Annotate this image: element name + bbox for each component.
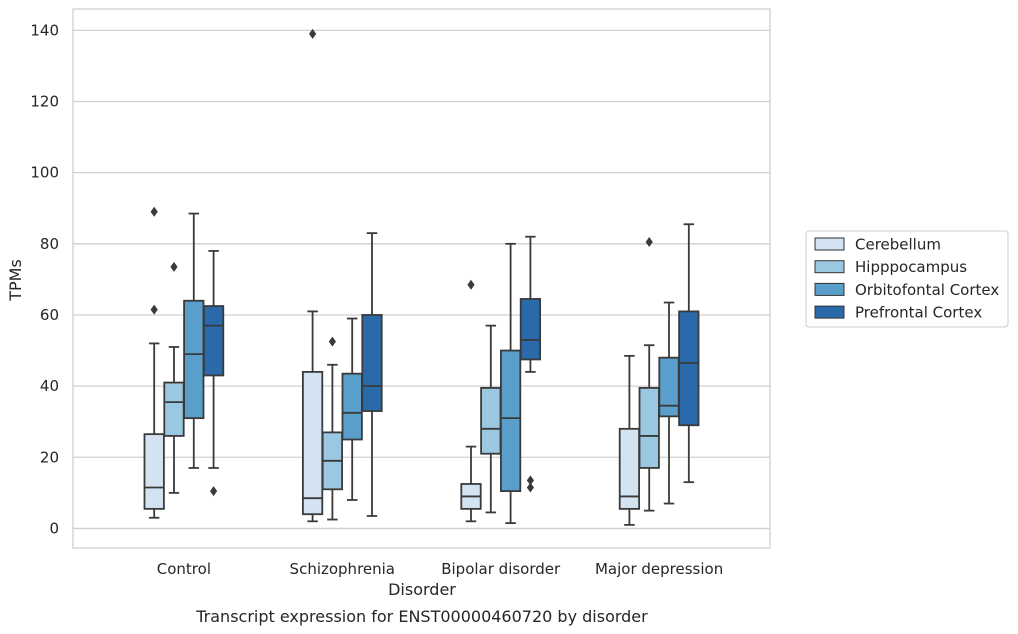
box-iqr	[341, 372, 363, 441]
box-orbitofontal-cortex-schizophrenia	[341, 317, 363, 501]
legend-swatch-cerebellum	[814, 237, 845, 251]
box-iqr	[202, 305, 225, 377]
box-iqr	[519, 298, 542, 361]
outlier-point	[645, 237, 653, 248]
box-hipppocampus-control	[163, 261, 185, 494]
y-tick-label: 100	[30, 164, 59, 182]
box-iqr	[678, 310, 700, 427]
x-tick-label: Control	[157, 560, 211, 578]
box-hipppocampus-schizophrenia	[321, 336, 343, 521]
legend-swatch-prefrontal-cortex	[814, 305, 845, 319]
box-cerebellum-bipolar-disorder	[460, 279, 482, 523]
outlier-point	[328, 336, 336, 347]
y-tick-label: 60	[40, 306, 59, 324]
box-prefrontal-cortex-control	[202, 250, 225, 497]
outlier-point	[526, 475, 535, 486]
legend-label-cerebellum: Cerebellum	[855, 236, 941, 254]
y-tick-label: 0	[49, 519, 59, 537]
box-hipppocampus-bipolar-disorder	[480, 324, 502, 514]
y-tick-label: 40	[40, 377, 59, 395]
y-tick-label: 120	[30, 93, 59, 111]
box-iqr	[638, 387, 660, 469]
x-tick-label: Bipolar disorder	[441, 560, 561, 578]
legend-label-hipppocampus: Hipppocampus	[855, 258, 967, 276]
outlier-point	[526, 482, 535, 493]
y-tick-labels: 0 20 40 60 80 100 120 140	[30, 21, 59, 537]
box-hipppocampus-major-depression	[638, 237, 660, 512]
box-cerebellum-control	[143, 206, 165, 519]
box-iqr	[301, 370, 324, 516]
box-iqr	[143, 433, 165, 510]
outlier-point	[170, 261, 178, 272]
outlier-point	[150, 206, 158, 217]
legend-swatch-hipppocampus	[814, 260, 845, 274]
box-iqr	[183, 299, 205, 420]
x-tick-labels: Control Schizophrenia Bipolar disorder Majo…	[157, 560, 723, 578]
legend-frame	[805, 230, 1009, 328]
boxes	[143, 28, 700, 526]
box-iqr	[163, 381, 185, 437]
legend-label-orbitofontal-cortex: Orbitofontal Cortex	[855, 281, 999, 299]
box-orbitofontal-cortex-control	[183, 212, 205, 469]
legend-label-prefrontal-cortex: Prefrontal Cortex	[855, 304, 982, 322]
outlier-point	[308, 28, 317, 39]
x-tick-label: Schizophrenia	[290, 560, 395, 578]
x-axis-title: Disorder	[388, 580, 456, 599]
legend: Cerebellum Hipppocampus Orbitofontal Corte…	[805, 230, 1009, 328]
figure-caption: Transcript expression for ENST0000046072…	[195, 607, 648, 626]
y-tick-label: 20	[40, 448, 59, 466]
box-iqr	[500, 349, 522, 492]
grid	[73, 29, 770, 530]
outlier-point	[209, 486, 218, 497]
box-prefrontal-cortex-major-depression	[678, 223, 700, 484]
x-tick-label: Major depression	[595, 560, 723, 578]
box-prefrontal-cortex-schizophrenia	[361, 232, 383, 517]
legend-swatch-orbitofontal-cortex	[814, 282, 845, 296]
box-orbitofontal-cortex-bipolar-disorder	[500, 242, 522, 524]
y-tick-label: 80	[40, 235, 59, 253]
y-axis-title: TPMs	[6, 259, 25, 302]
box-orbitofontal-cortex-major-depression	[658, 301, 680, 505]
outlier-point	[467, 279, 475, 290]
box-iqr	[480, 387, 502, 455]
box-iqr	[658, 356, 680, 418]
outlier-point	[150, 304, 158, 315]
y-tick-label: 140	[30, 21, 59, 39]
box-cerebellum-major-depression	[618, 354, 641, 526]
box-prefrontal-cortex-bipolar-disorder	[519, 235, 542, 493]
plot-area-frame	[72, 8, 771, 549]
box-cerebellum-schizophrenia	[301, 28, 324, 523]
box-iqr	[361, 314, 383, 412]
